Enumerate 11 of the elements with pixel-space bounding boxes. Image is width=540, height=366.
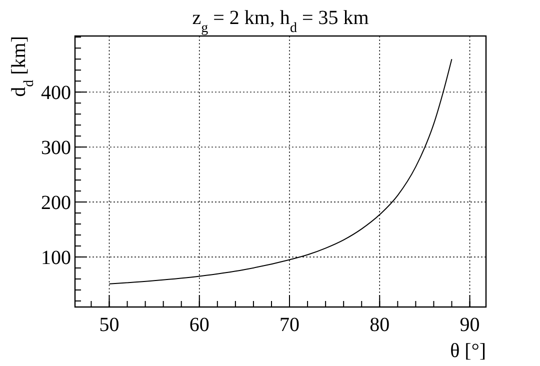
- x-tick-label: 60: [189, 314, 210, 336]
- x-tick-label: 80: [370, 314, 390, 336]
- y-tick-label: 100: [41, 246, 71, 269]
- x-tick-label: 70: [280, 314, 300, 336]
- y-tick-label: 400: [41, 82, 71, 104]
- x-tick-label: 90: [460, 314, 480, 336]
- y-tick-label: 200: [41, 192, 71, 214]
- x-tick-label: 50: [99, 314, 120, 336]
- x-axis-title: θ [°]: [450, 340, 486, 362]
- chart-title: z$_{g}$ = 2 km, h$_{d}$ = 35 km: [192, 7, 370, 36]
- y-tick-label: 300: [41, 137, 71, 160]
